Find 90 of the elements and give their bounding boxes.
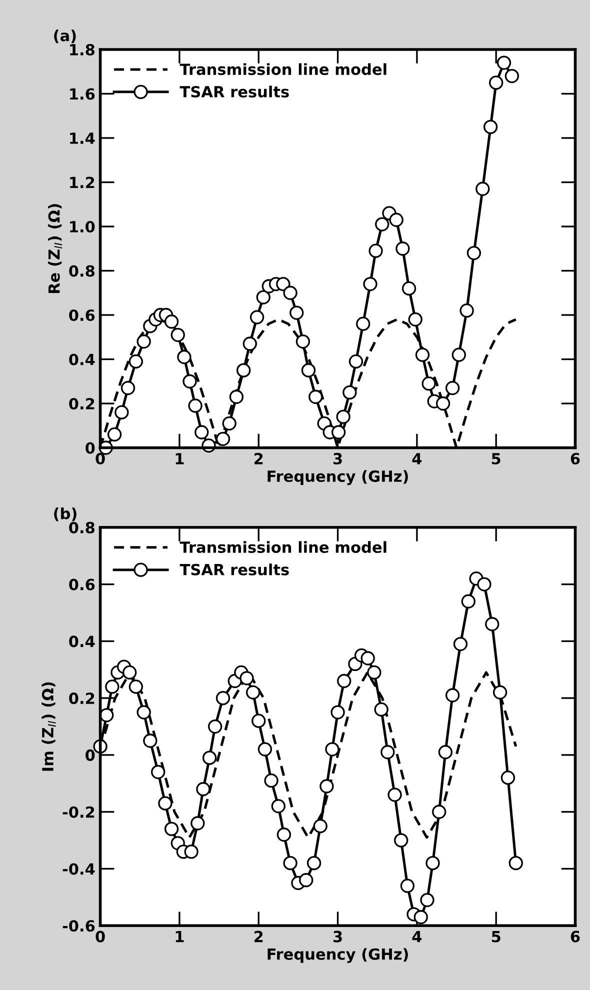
- point: [128, 354, 144, 369]
- x-tick-label: 5: [492, 930, 500, 942]
- point: [356, 316, 370, 331]
- y-tick-label: -0.2: [62, 806, 94, 818]
- point: [396, 242, 410, 256]
- point: [460, 303, 474, 318]
- point: [368, 244, 383, 258]
- point: [375, 217, 390, 232]
- x-tick-label: 3: [333, 930, 342, 942]
- point: [194, 425, 209, 440]
- y-tick-label: 0.8: [69, 265, 94, 277]
- legend-label: TSAR results: [180, 86, 289, 98]
- y-tick-label: -0.4: [62, 863, 95, 875]
- point: [408, 312, 422, 327]
- point: [452, 348, 466, 362]
- y-tick-label: -0.6: [62, 920, 95, 932]
- point: [256, 290, 270, 304]
- point: [120, 380, 136, 396]
- y-tick-label: 0.6: [69, 578, 95, 590]
- point: [342, 385, 357, 400]
- x-tick-label: 3: [333, 452, 342, 464]
- point: [170, 328, 185, 342]
- x-tick-label: 2: [254, 930, 263, 942]
- point: [496, 56, 512, 70]
- point: [114, 405, 129, 420]
- point: [177, 350, 192, 364]
- x-tick-label: 4: [412, 453, 422, 464]
- y-tick-label: 1.0: [70, 220, 95, 233]
- point: [182, 374, 197, 388]
- point: [229, 390, 244, 404]
- point: [283, 286, 298, 300]
- point: [415, 348, 430, 362]
- point: [476, 182, 490, 196]
- point: [422, 376, 436, 391]
- x-tick-label: 6: [570, 452, 580, 464]
- point: [489, 76, 504, 90]
- x-tick-label: 0: [96, 452, 105, 464]
- x-tick-label: 1: [176, 930, 184, 942]
- point: [402, 281, 416, 296]
- point: [504, 68, 520, 84]
- point: [136, 334, 151, 349]
- y-tick-label: 1.8: [70, 44, 94, 56]
- point: [236, 363, 251, 378]
- point: [483, 120, 498, 134]
- chart-title: (b): [54, 507, 76, 522]
- y-tick-label: 0: [86, 749, 95, 761]
- point: [348, 354, 364, 369]
- point: [301, 363, 316, 378]
- point: [336, 410, 350, 424]
- y-tick-label: 0: [86, 442, 95, 454]
- point: [216, 432, 230, 446]
- point: [308, 390, 323, 404]
- point: [164, 314, 179, 329]
- legend-label: TSAR results: [180, 564, 289, 576]
- y-axis-title: Im (Z$_{II}$) (Ω): [42, 682, 56, 771]
- y-tick-label: 1.6: [70, 88, 95, 100]
- x-tick-label: 1: [176, 453, 184, 464]
- x-tick-label: 6: [570, 930, 580, 942]
- y-tick-label: 0.4: [69, 354, 95, 366]
- y-tick-label: 0.6: [69, 309, 95, 322]
- y-tick-label: 0.2: [69, 398, 94, 410]
- legend-label: Transmission line model: [180, 63, 386, 76]
- x-tick-label: 2: [254, 452, 263, 464]
- x-tick-label: 4: [412, 930, 422, 942]
- point: [466, 246, 482, 260]
- point: [222, 416, 236, 430]
- chart-title: (a): [54, 30, 76, 44]
- x-tick-label: 0: [96, 930, 105, 942]
- point: [363, 276, 378, 292]
- point: [389, 212, 404, 227]
- legend-label: Transmission line model: [180, 541, 386, 553]
- x-axis-title: Frequency (GHz): [268, 948, 408, 963]
- point: [188, 398, 202, 413]
- y-tick-label: 1.2: [70, 176, 94, 188]
- y-axis-title: Re (Z$_{II}$) (Ω): [48, 204, 62, 294]
- y-tick-label: 1.4: [70, 132, 95, 144]
- y-tick-label: 0.2: [69, 692, 94, 704]
- point: [296, 334, 310, 349]
- y-tick-label: 0.8: [69, 522, 94, 534]
- point: [250, 310, 264, 324]
- point: [436, 396, 450, 411]
- point: [242, 336, 257, 351]
- y-tick-label: 0.4: [69, 636, 95, 648]
- point: [276, 276, 290, 292]
- point: [107, 427, 122, 442]
- x-tick-label: 5: [492, 453, 500, 464]
- point: [290, 306, 304, 320]
- x-axis-title: Frequency (GHz): [268, 470, 408, 486]
- point: [445, 380, 460, 396]
- point: [331, 425, 346, 440]
